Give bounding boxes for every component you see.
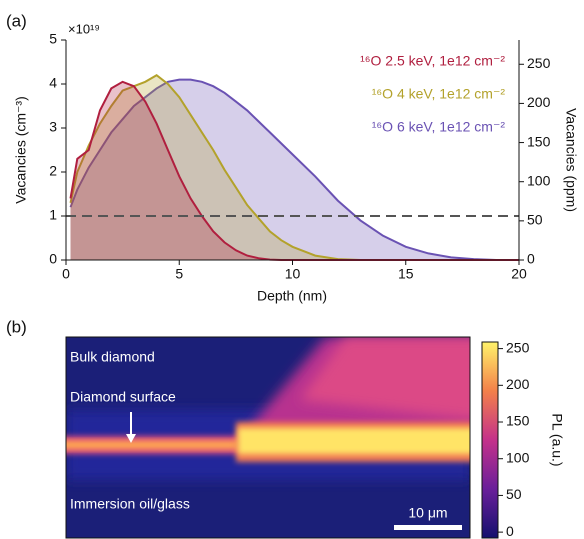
y2-axis-title: Vacancies (ppm): [563, 108, 579, 212]
annotation: Diamond surface: [70, 389, 176, 405]
legend-entry: ¹⁶O 2.5 keV, 1e12 cm⁻²: [360, 53, 505, 69]
colorbar-tick-label: 150: [506, 413, 530, 429]
colorbar-tick-label: 0: [506, 523, 514, 539]
y-tick-label: 1: [49, 207, 57, 223]
y2-tick-label: 250: [527, 55, 551, 71]
annotation: Immersion oil/glass: [70, 496, 190, 512]
y2-tick-label: 50: [527, 212, 543, 228]
x-tick-label: 15: [398, 266, 414, 282]
axis-multiplier: ×10¹⁹: [68, 21, 100, 36]
panel-label: (a): [6, 11, 27, 30]
colorbar-title: PL (a.u.): [549, 413, 565, 466]
panel-label: (b): [6, 317, 27, 336]
x-tick-label: 0: [62, 266, 70, 282]
y2-tick-label: 100: [527, 172, 551, 188]
figure: (a) (b) ×10¹⁹ Depth (nm) Vacancies (cm⁻³…: [0, 0, 584, 539]
y-tick-label: 4: [49, 75, 57, 91]
legend-entry: ¹⁶O 4 keV, 1e12 cm⁻²: [372, 86, 506, 102]
scale-bar-label: 10 μm: [408, 505, 447, 521]
y-tick-label: 5: [49, 31, 57, 47]
y2-tick-label: 150: [527, 133, 551, 149]
x-tick-label: 20: [511, 266, 527, 282]
y2-tick-label: 200: [527, 94, 551, 110]
y-axis-title: Vacancies (cm⁻³): [13, 96, 29, 203]
x-tick-label: 10: [285, 266, 301, 282]
colorbar: [482, 342, 498, 538]
colorbar-tick-label: 100: [506, 449, 530, 465]
colorbar-tick-label: 200: [506, 376, 530, 392]
scale-bar: [394, 525, 462, 530]
y-tick-label: 2: [49, 163, 57, 179]
colorbar-tick-label: 250: [506, 339, 530, 355]
x-tick-label: 5: [175, 266, 183, 282]
x-axis-title: Depth (nm): [257, 288, 327, 304]
y-tick-label: 3: [49, 119, 57, 135]
colorbar-tick-label: 50: [506, 486, 522, 502]
y-tick-label: 0: [49, 251, 57, 267]
annotation: Bulk diamond: [70, 349, 155, 365]
legend-entry: ¹⁶O 6 keV, 1e12 cm⁻²: [372, 119, 506, 135]
y2-tick-label: 0: [527, 251, 535, 267]
